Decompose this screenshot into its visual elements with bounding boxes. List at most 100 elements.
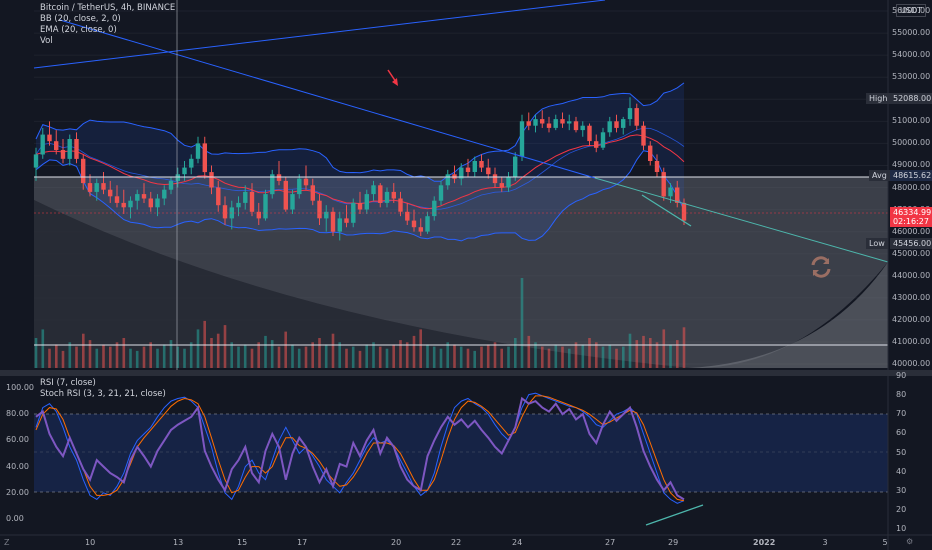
candle bbox=[175, 167, 180, 188]
bb-legend[interactable]: BB (20, close, 2, 0) bbox=[40, 14, 121, 24]
volume-bar bbox=[493, 342, 497, 368]
candle bbox=[540, 110, 545, 128]
candle bbox=[243, 185, 248, 210]
candle bbox=[492, 167, 498, 188]
volume-bar bbox=[95, 348, 99, 368]
settings-icon[interactable]: ⚙ bbox=[906, 537, 914, 546]
refresh-icon[interactable] bbox=[808, 254, 834, 280]
candle bbox=[594, 134, 599, 153]
candle bbox=[398, 191, 403, 217]
candle bbox=[546, 116, 552, 133]
low-value: 45456.00 bbox=[890, 238, 932, 249]
volume-bar bbox=[662, 329, 666, 368]
candle bbox=[351, 198, 356, 228]
price-tick-label: 44000.00 bbox=[892, 270, 931, 280]
volume-bar bbox=[34, 338, 38, 368]
candle bbox=[378, 183, 383, 208]
time-tick-label: 3 bbox=[822, 538, 828, 547]
volume-bar bbox=[500, 348, 503, 368]
rsi-legend-label[interactable]: RSI (7, close) bbox=[40, 378, 96, 388]
volume-bar bbox=[608, 344, 612, 368]
vol-legend[interactable]: Vol bbox=[40, 36, 53, 46]
trendline-falling-teal[interactable] bbox=[594, 177, 889, 263]
volume-bar bbox=[601, 346, 605, 368]
candle bbox=[189, 154, 194, 175]
time-tick-label: 22 bbox=[451, 538, 462, 547]
pane-divider[interactable] bbox=[0, 370, 932, 376]
trendline-falling-blue[interactable] bbox=[59, 19, 596, 179]
candle bbox=[141, 183, 147, 203]
trendline-divergence-rsi[interactable] bbox=[645, 504, 704, 526]
volume-bar bbox=[291, 344, 294, 368]
candle bbox=[465, 158, 471, 177]
candle bbox=[303, 165, 309, 190]
candle bbox=[222, 196, 228, 226]
volume-bar bbox=[466, 348, 470, 368]
candle bbox=[391, 183, 396, 203]
candle bbox=[614, 114, 619, 133]
candle bbox=[249, 183, 255, 217]
volume-bar bbox=[48, 348, 51, 368]
volume-bar bbox=[385, 348, 389, 368]
volume-bar bbox=[345, 348, 348, 368]
volume-bar bbox=[419, 329, 422, 368]
candle bbox=[472, 156, 477, 177]
stoch-tick-label: 50 bbox=[896, 447, 907, 457]
volume-bar bbox=[169, 340, 173, 368]
price-legend[interactable]: Bitcoin / TetherUS, 4h, BINANCE BB (20, … bbox=[40, 3, 175, 47]
volume-bar bbox=[277, 346, 281, 368]
stoch-tick-label: 70 bbox=[896, 409, 907, 419]
volume-bar bbox=[486, 344, 490, 368]
volume-bar bbox=[189, 342, 193, 368]
candle bbox=[81, 154, 86, 190]
ema-legend[interactable]: EMA (20, close, 0) bbox=[40, 25, 117, 35]
candle bbox=[607, 116, 612, 137]
candle bbox=[600, 127, 606, 150]
candle bbox=[162, 185, 167, 206]
volume-bar bbox=[88, 340, 92, 368]
candle bbox=[155, 194, 160, 217]
rsi-tick-label: 80.00 bbox=[6, 409, 29, 419]
price-tick-label: 42000.00 bbox=[892, 314, 931, 324]
volume-bar bbox=[473, 350, 476, 368]
volume-bar bbox=[655, 342, 659, 368]
candle bbox=[445, 169, 450, 190]
time-tick-label: 29 bbox=[668, 538, 679, 547]
candle bbox=[67, 134, 72, 166]
candle bbox=[256, 202, 261, 226]
trendline-rising[interactable] bbox=[33, 0, 606, 69]
candle bbox=[195, 136, 201, 164]
candle bbox=[121, 189, 126, 214]
volume-bar bbox=[264, 335, 267, 368]
volume-bar bbox=[574, 342, 578, 368]
candle bbox=[290, 189, 295, 214]
stoch-tick-label: 20 bbox=[896, 504, 907, 514]
candle bbox=[270, 169, 275, 199]
time-tick-label: 13 bbox=[173, 538, 184, 547]
price-tick-label: 56000.00 bbox=[892, 6, 931, 15]
volume-bar bbox=[392, 344, 395, 368]
symbol-title[interactable]: Bitcoin / TetherUS, 4h, BINANCE bbox=[40, 3, 176, 13]
stoch-tick-label: 90 bbox=[896, 371, 907, 380]
volume-bar bbox=[55, 344, 58, 368]
candlestick-series bbox=[33, 97, 687, 241]
candle bbox=[675, 180, 680, 208]
volume-bar bbox=[534, 342, 537, 368]
trendline-divergence-price[interactable] bbox=[641, 194, 692, 227]
candle bbox=[40, 127, 45, 159]
candle bbox=[54, 130, 59, 155]
candle bbox=[108, 180, 113, 203]
stoch-legend-label[interactable]: Stoch RSI (3, 3, 21, 21, close) bbox=[40, 389, 166, 399]
last-price-tag: 46334.99 02:16:27 bbox=[890, 207, 932, 227]
price-tick-label: 54000.00 bbox=[892, 50, 931, 60]
candle bbox=[519, 114, 525, 162]
arrow-annotation[interactable] bbox=[387, 69, 398, 86]
volume-bar bbox=[682, 327, 686, 368]
currency-label[interactable]: USDT bbox=[896, 4, 926, 17]
zoom-reset-button[interactable]: Z bbox=[4, 538, 10, 547]
rsi-legend[interactable]: RSI (7, close) Stoch RSI (3, 3, 21, 21, … bbox=[40, 378, 166, 400]
time-tick-label: 10 bbox=[85, 538, 96, 547]
volume-bar bbox=[520, 278, 524, 368]
price-tick-label: 43000.00 bbox=[892, 292, 931, 302]
